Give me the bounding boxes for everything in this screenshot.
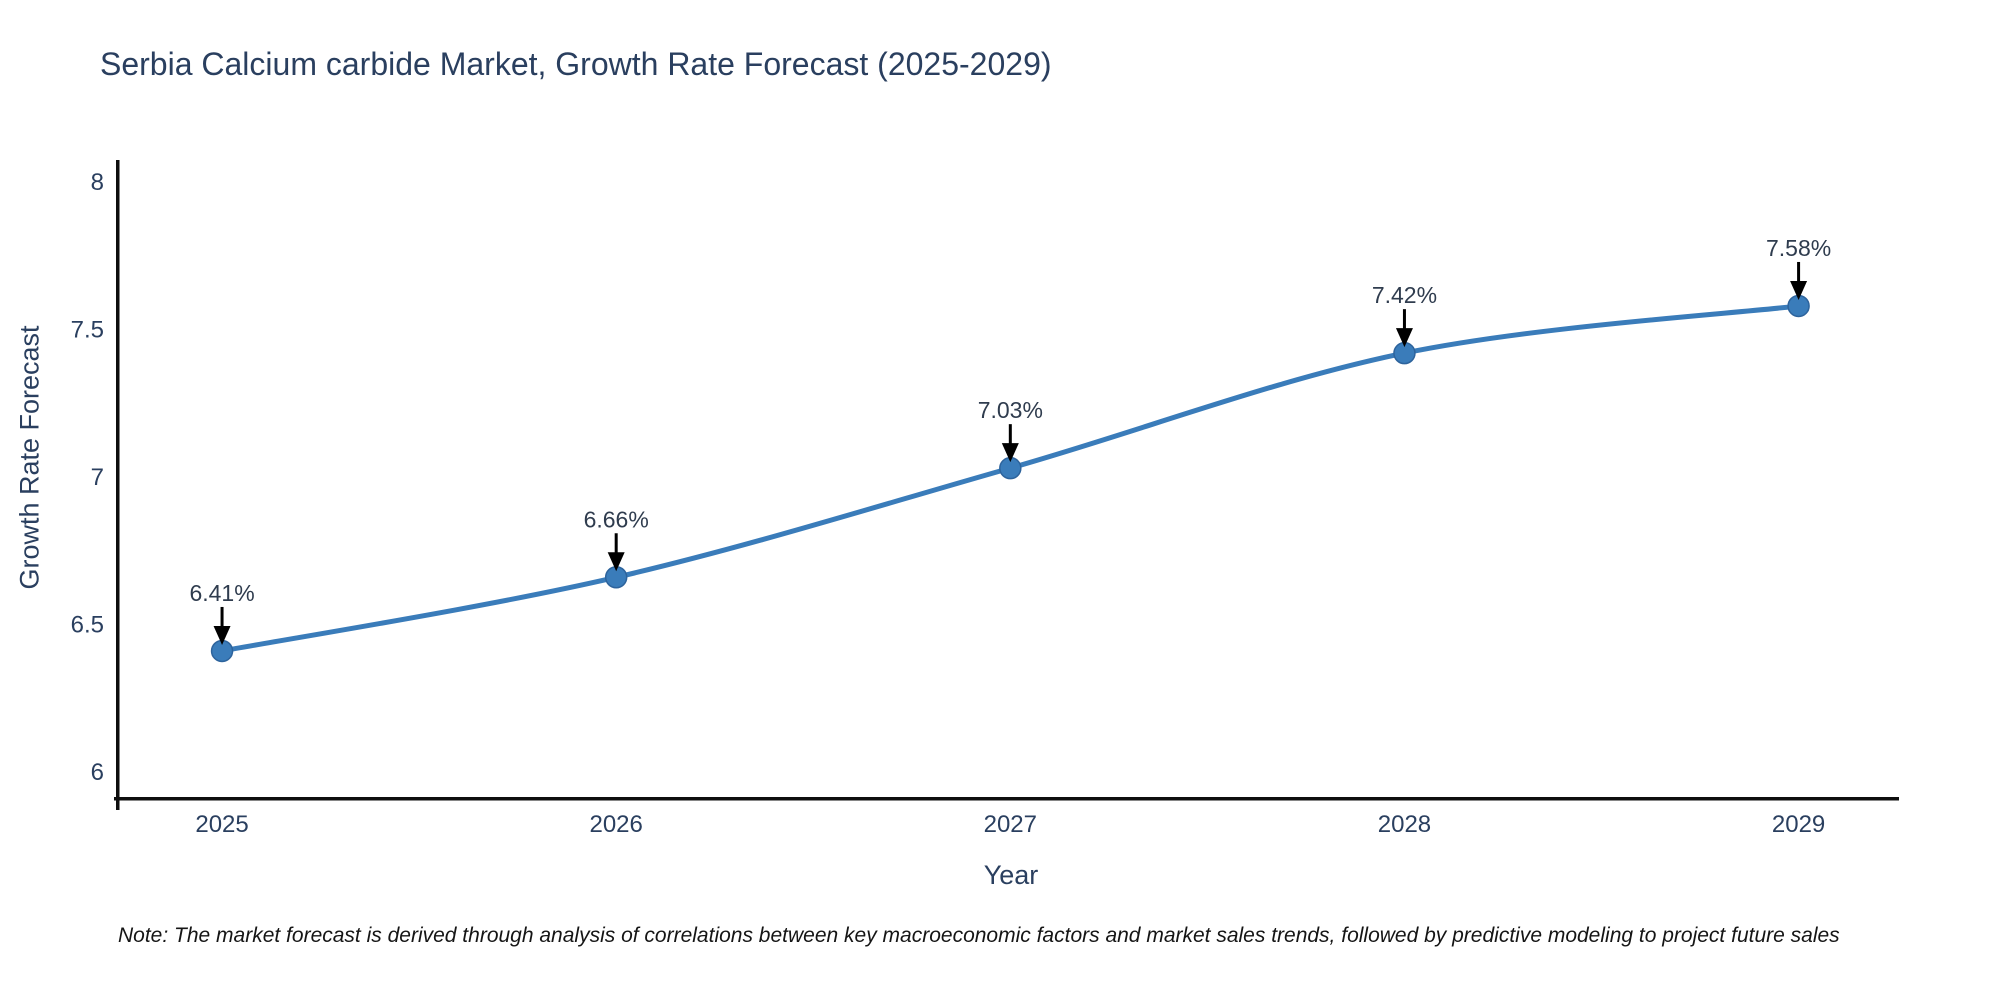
point-annotation-label: 7.42% [1372,282,1437,308]
point-annotation-label: 7.58% [1766,235,1831,261]
x-tick-label: 2026 [589,811,642,838]
x-tick-label: 2028 [1378,811,1431,838]
point-annotation-label: 7.03% [978,397,1043,423]
annotation-arrowhead [1395,328,1413,348]
y-axis-spine [116,160,120,810]
x-tick-label: 2025 [195,811,248,838]
x-axis-spine [114,797,1899,801]
y-tick-label: 6 [91,759,104,786]
footnote: Note: The market forecast is derived thr… [118,924,1840,947]
y-tick-label: 7 [91,464,104,491]
x-axis-title: Year [983,860,1039,890]
annotation-arrowhead [213,625,231,645]
annotation-arrowhead [1790,280,1808,300]
y-tick-label: 6.5 [71,611,104,638]
point-annotation-label: 6.66% [584,506,649,532]
annotation-arrowhead [607,552,625,572]
y-tick-label: 7.5 [71,317,104,344]
point-annotation-label: 6.41% [189,580,254,606]
x-tick-label: 2029 [1772,811,1825,838]
y-tick-label: 8 [91,169,104,196]
chart-title: Serbia Calcium carbide Market, Growth Ra… [100,46,1052,82]
annotation-arrowhead [1001,443,1019,463]
x-tick-label: 2027 [984,811,1037,838]
